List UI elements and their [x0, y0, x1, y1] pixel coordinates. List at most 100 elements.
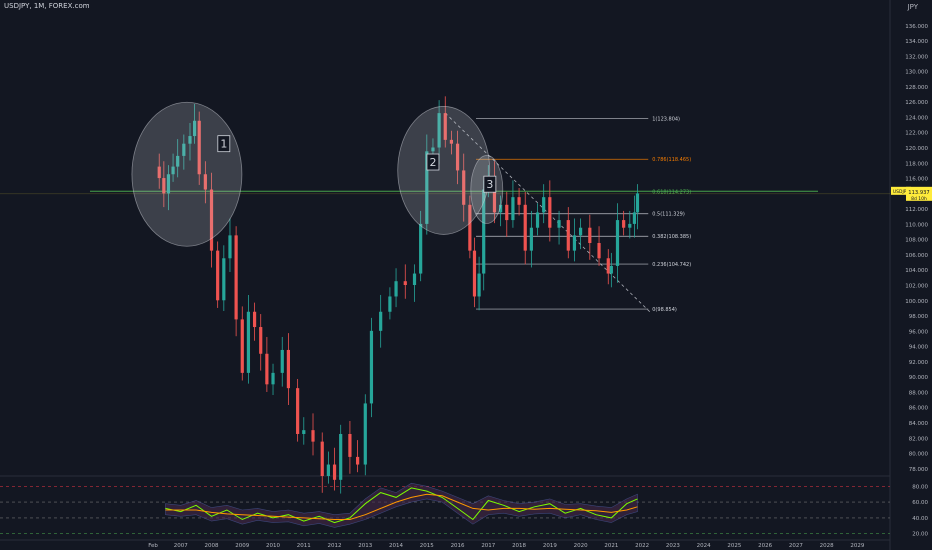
- candle-body: [492, 178, 497, 213]
- candle-body: [356, 456, 360, 465]
- price-tick-label: 102.000: [905, 284, 928, 290]
- oscillator-tick-label: 80.00: [912, 484, 928, 490]
- candle-body: [542, 197, 546, 213]
- highlight-circle-2: [397, 106, 491, 235]
- candle-body: [379, 311, 383, 331]
- candle-body: [609, 265, 613, 274]
- time-tick-label: 2027: [789, 543, 803, 549]
- candle-body: [176, 155, 180, 167]
- price-tick-label: 78.000: [909, 467, 929, 473]
- candle-body: [578, 227, 583, 236]
- price-tick-label: 94.000: [909, 345, 929, 351]
- candle-body: [252, 311, 257, 328]
- fib-level-label: 0.5(111.329): [652, 212, 685, 218]
- price-tick-label: 136.000: [905, 24, 928, 30]
- candle-body: [449, 139, 454, 144]
- candle-body: [394, 281, 398, 297]
- time-tick-label: 2024: [697, 543, 711, 549]
- price-tick-label: 122.000: [905, 131, 928, 137]
- time-tick-label: 2015: [420, 543, 434, 549]
- time-tick-label: 2009: [235, 543, 249, 549]
- symbol-label: USDJPY, 1M, FOREX.com: [4, 2, 90, 10]
- candle-body: [166, 174, 171, 194]
- time-tick-label: 2028: [820, 543, 834, 549]
- candle-body: [311, 430, 315, 442]
- annotation-box-2: [426, 153, 440, 171]
- oscillator-line-fast: [165, 487, 638, 524]
- price-axis: 136.000 134.000 132.000 130.000 128.000 126.0…: [891, 24, 932, 473]
- candle-body: [271, 372, 275, 385]
- candle-body: [296, 388, 300, 434]
- price-tick-label: 120.000: [905, 146, 928, 152]
- fib-level-label: 1(123.804): [652, 116, 680, 122]
- price-label-value: 113.937: [908, 190, 929, 196]
- time-tick-label: 2026: [758, 543, 772, 549]
- candle-body: [265, 353, 269, 385]
- time-tick-label: 2012: [328, 543, 342, 549]
- price-tick-label: 100.000: [905, 299, 928, 305]
- price-tick-label: 124.000: [905, 115, 928, 121]
- candle-body: [162, 178, 166, 194]
- time-tick-label: 2029: [850, 543, 864, 549]
- fib-level-label: 0.382(108.385): [652, 234, 691, 240]
- candle-body: [369, 330, 374, 404]
- candle-body: [597, 243, 601, 259]
- candle-body: [246, 311, 251, 373]
- candle-body: [632, 212, 637, 224]
- fib-level-label: 0.786(118.465): [652, 157, 691, 163]
- candle-body: [197, 120, 201, 175]
- price-tick-label: 118.000: [905, 161, 928, 167]
- candle-body: [437, 113, 441, 148]
- candle-body: [228, 235, 232, 259]
- scale-label: JPY: [907, 3, 918, 11]
- candle-body: [171, 166, 175, 175]
- candle-body: [535, 212, 540, 228]
- price-tick-label: 112.000: [905, 207, 928, 213]
- oscillator-panel: 80.00 60.00 40.00 20.00: [0, 482, 928, 538]
- candle-body: [557, 220, 561, 228]
- time-tick-label: 2011: [297, 543, 311, 549]
- fib-level-label: 0(98.854): [652, 307, 677, 313]
- price-tick-label: 92.000: [909, 360, 929, 366]
- price-label-symbol: USDJPY: [893, 189, 910, 195]
- oscillator-line-slow: [165, 493, 638, 520]
- oscillator-tick-label: 40.00: [912, 516, 928, 522]
- candle-body: [326, 464, 330, 476]
- time-tick-label: 2018: [512, 543, 526, 549]
- oscillator-band: [165, 482, 638, 528]
- time-axis: Feb 2007 2008 2009 2010 2011 2012 2013 2014 2015 2…: [148, 543, 865, 549]
- time-tick-label: 2019: [543, 543, 557, 549]
- fib-level-label: 0.236(104.742): [652, 262, 691, 268]
- annotation-box-3: [483, 175, 497, 193]
- price-tick-label: 86.000: [909, 406, 929, 412]
- candle-body: [615, 220, 620, 266]
- time-tick-label: Feb: [148, 543, 158, 549]
- candle-body: [188, 136, 192, 144]
- price-tick-label: 82.000: [909, 436, 929, 442]
- price-tick-label: 104.000: [905, 268, 928, 274]
- time-tick-label: 2013: [358, 543, 372, 549]
- oscillator-tick-label: 20.00: [912, 532, 928, 538]
- candle-body: [606, 258, 610, 274]
- annotations: 1 2 3: [131, 101, 504, 247]
- candle-body: [468, 204, 472, 251]
- price-tick-label: 106.000: [905, 253, 928, 259]
- candle-body: [499, 204, 503, 213]
- candle-body: [332, 464, 337, 480]
- candle-body: [517, 197, 521, 205]
- candle-body: [192, 120, 197, 137]
- candle-body: [222, 258, 226, 301]
- price-label-symbol-bg: [891, 186, 911, 195]
- candle-body: [472, 250, 477, 297]
- candle-body: [203, 174, 207, 190]
- price-tick-label: 88.000: [909, 390, 929, 396]
- time-tick-label: 2023: [666, 543, 680, 549]
- price-tick-label: 84.000: [909, 421, 929, 427]
- candle-body: [259, 327, 263, 354]
- candle-body: [566, 220, 570, 251]
- candle-body: [388, 296, 392, 312]
- annotation-label-1: 1: [220, 138, 227, 151]
- candle-body: [572, 235, 577, 251]
- price-tick-label: 126.000: [905, 100, 928, 106]
